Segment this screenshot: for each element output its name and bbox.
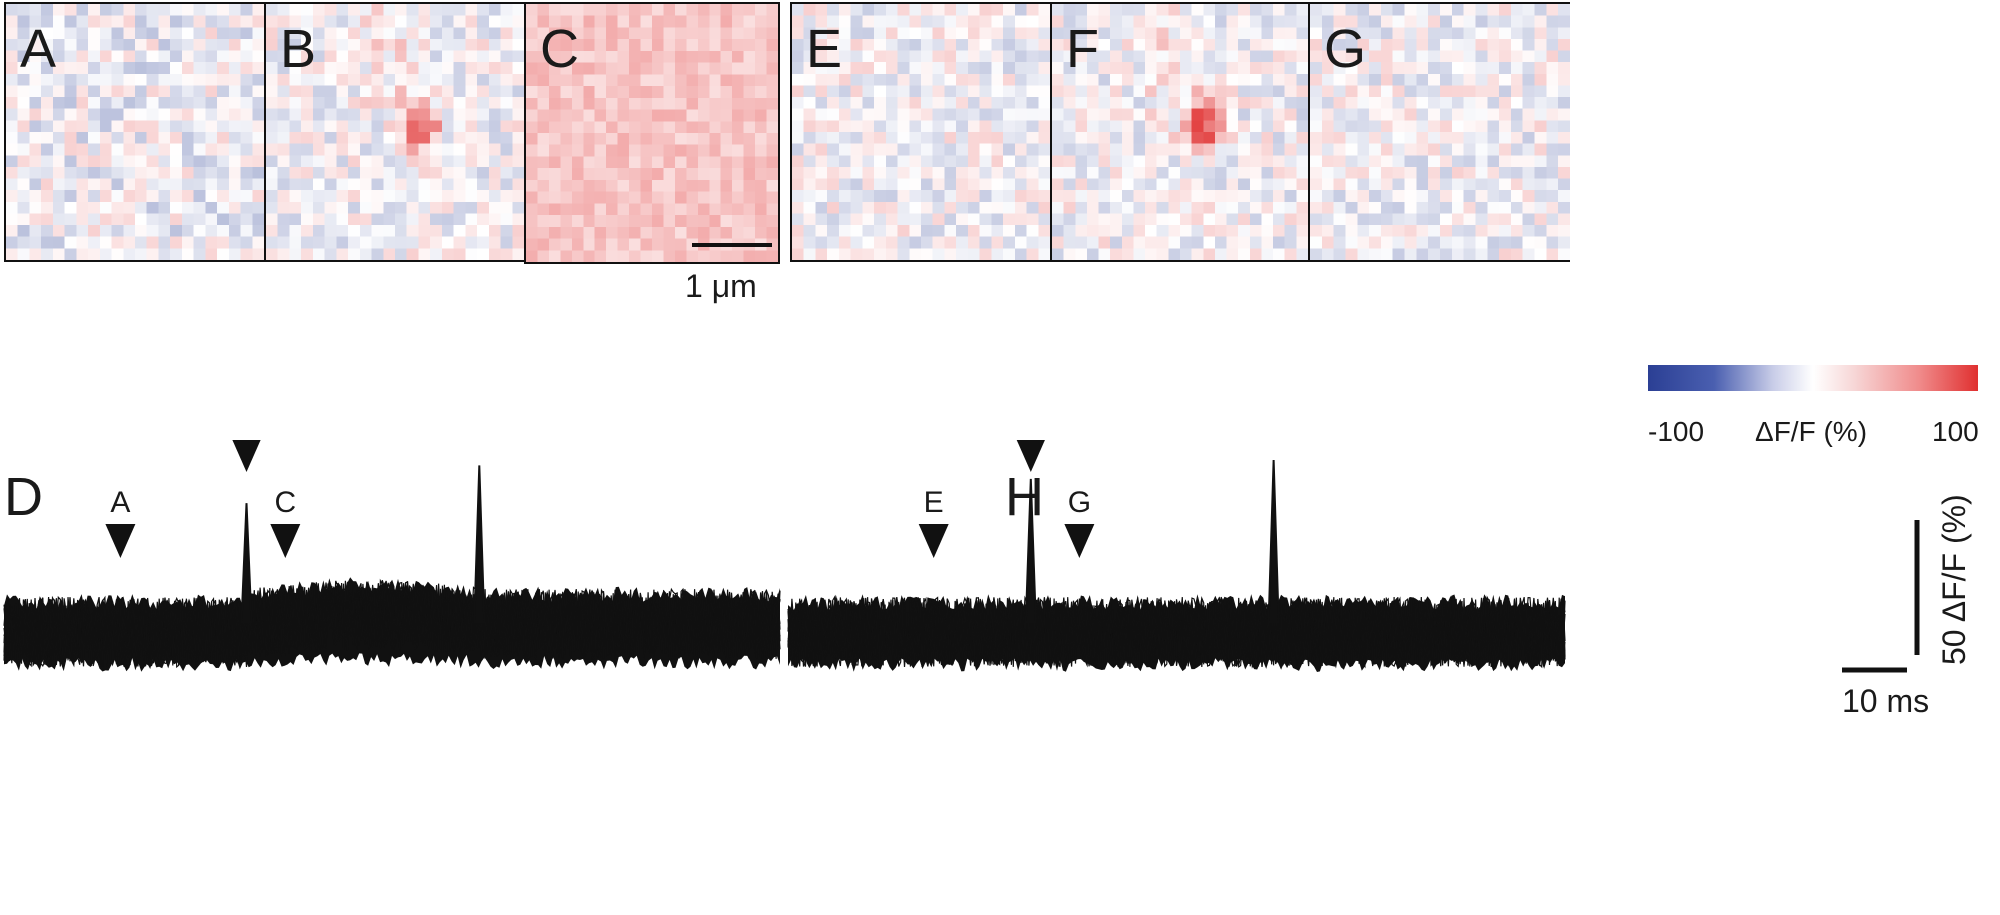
event-arrow-b [232, 440, 261, 472]
colorbar-title: ΔF/F (%) [1755, 416, 1868, 447]
trace-panel-label-d: D [4, 467, 43, 527]
panel-label-g: G [1324, 19, 1367, 79]
trace-group-h [787, 459, 1566, 672]
colorbar-min-label: -100 [1648, 416, 1705, 447]
trace-line [3, 582, 781, 667]
heatmap-g [1310, 4, 1570, 260]
spatial-scale-label: 1 μm [685, 268, 757, 304]
image-panel-g: G [1308, 2, 1570, 262]
event-label-a: A [110, 486, 130, 519]
image-panel-e: E [790, 2, 1052, 262]
amplitude-scale-label: 50 ΔF/F (%) [1936, 494, 1972, 665]
image-panel-a: A [4, 2, 266, 262]
event-arrow-f [1016, 440, 1045, 472]
panel-label-e: E [806, 19, 843, 79]
event-arrow-a [105, 524, 136, 558]
trace-line [3, 580, 781, 668]
spike-peak [240, 503, 253, 623]
spike-peak [1267, 459, 1280, 623]
trace-panel-label-h: H [1005, 467, 1044, 527]
event-arrow-g [1064, 524, 1095, 558]
event-arrow-c [270, 524, 301, 558]
event-label-e: E [924, 486, 944, 519]
heatmap-a [6, 4, 264, 260]
panel-label-a: A [20, 19, 57, 79]
event-label-g: G [1068, 486, 1091, 519]
image-panel-f: F [1050, 2, 1310, 262]
image-panel-b: B [264, 2, 526, 262]
image-panel-c: C [524, 2, 780, 264]
spatial-scale-bar [692, 243, 772, 247]
colorbar-max-label: 100 [1932, 416, 1979, 447]
colorbar [1648, 365, 1978, 391]
event-arrow-e [918, 524, 949, 558]
trace-line [787, 597, 1566, 667]
event-label-c: C [274, 486, 296, 519]
trace-group-d [3, 465, 781, 672]
spike-peak [1024, 478, 1037, 623]
heatmap-f [1052, 4, 1308, 260]
panel-label-b: B [280, 19, 317, 79]
heatmap-e [792, 4, 1050, 260]
heatmap-b [266, 4, 524, 260]
time-scale-label: 10 ms [1842, 683, 1929, 719]
heatmap-c [526, 4, 778, 262]
spike-peak [473, 465, 486, 623]
panel-label-f: F [1066, 19, 1099, 79]
panel-label-c: C [540, 19, 579, 79]
